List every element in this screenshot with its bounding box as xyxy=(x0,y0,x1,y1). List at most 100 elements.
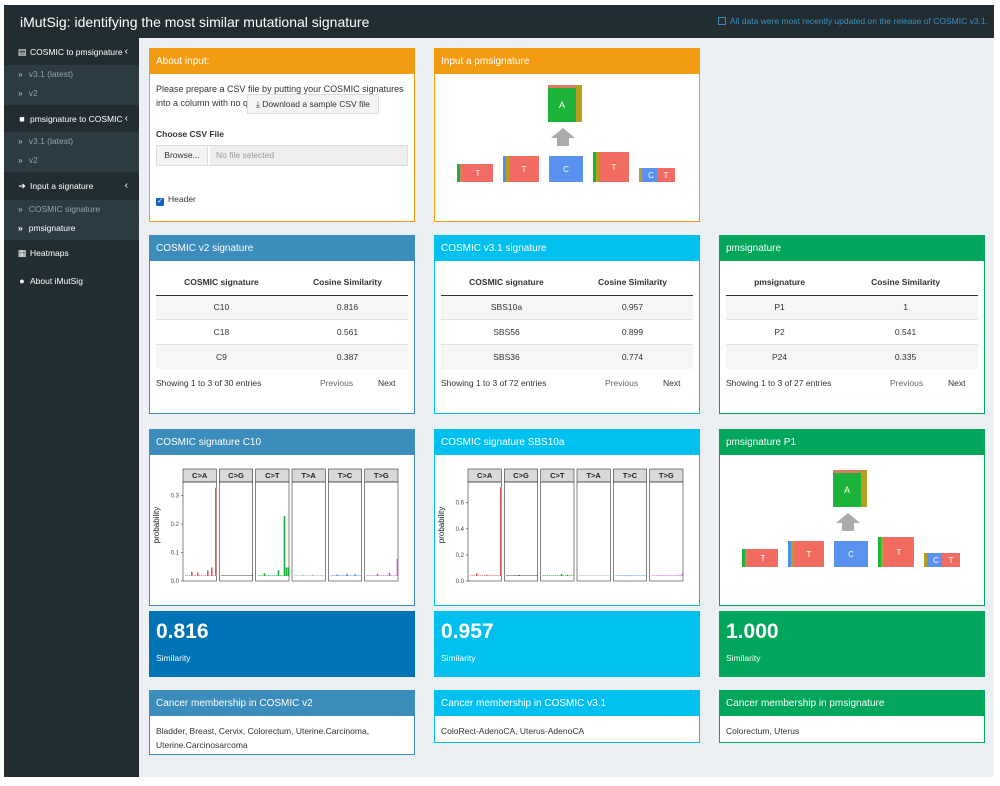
spectrum-bar xyxy=(277,570,280,576)
logo-base-letter: T xyxy=(664,171,669,180)
file-input[interactable]: Browse... No file selected xyxy=(156,145,408,166)
spectrum-bar xyxy=(532,575,534,576)
sidebar-subitem-v2[interactable]: » v2 xyxy=(18,155,38,165)
spectrum-panel: T>C xyxy=(328,468,362,582)
similarity-cell: 0.387 xyxy=(286,343,408,369)
spectrum-panel: T>C xyxy=(613,468,647,582)
sidebar-item-heatmaps[interactable]: ▦ Heatmaps xyxy=(4,242,139,264)
membership-text: Colorectum, Uterus xyxy=(726,726,800,736)
previous-page-button[interactable]: Previous xyxy=(605,378,639,388)
spectrum-bar xyxy=(476,575,478,576)
sidebar-subitem-cosmic-signature[interactable]: » COSMIC signature xyxy=(18,204,101,214)
cube-icon: ■ xyxy=(19,114,25,124)
spectrum-bar xyxy=(572,575,575,576)
similarity-cell: 0.899 xyxy=(571,319,693,344)
table-row[interactable]: C10 0.816 xyxy=(156,294,408,320)
logo-base-side xyxy=(878,537,881,567)
download-sample-button[interactable]: ⤓ Download a sample CSV file xyxy=(247,94,379,114)
spectrum-bar xyxy=(322,575,324,576)
sidebar-subitem-v31[interactable]: » v3.1 (latest) xyxy=(18,136,74,146)
column-header[interactable]: pmsignature xyxy=(726,270,834,296)
logo-base-side xyxy=(788,541,791,567)
chevron-left-icon: ‹ xyxy=(124,180,128,191)
spectrum-bar xyxy=(394,575,397,576)
header-checkbox[interactable]: ✓ Header xyxy=(156,194,196,206)
cosmic-v2-table-box: COSMIC v2 signature COSMIC signature Cosi… xyxy=(149,235,415,414)
signature-cell: P2 xyxy=(726,319,834,344)
spectrum-bar xyxy=(556,575,559,576)
spectrum-bar xyxy=(384,575,387,576)
about-text-content: Please prepare a CSV file by putting you… xyxy=(156,84,404,108)
spectrum-bar xyxy=(342,575,344,576)
logo-base-letter: T xyxy=(612,163,617,172)
spectrum-bar xyxy=(287,567,290,576)
subitem-label: v3.1 (latest) xyxy=(28,69,74,79)
logo-center-top xyxy=(833,470,863,473)
spectrum-bar xyxy=(251,575,253,576)
spectrum-bar xyxy=(324,575,326,576)
column-header[interactable]: Cosine Similarity xyxy=(571,270,693,296)
spectrum-bar xyxy=(605,575,607,576)
column-header[interactable]: COSMIC signature xyxy=(156,270,287,296)
logo-base-letter: C xyxy=(648,171,654,180)
membership-pmsignature-box: Cancer membership in pmsignature Colorec… xyxy=(719,690,985,743)
spectrum-bar xyxy=(655,575,658,576)
spectrum-bar xyxy=(346,575,348,576)
spectrum-bar xyxy=(486,575,488,576)
panel-label: T>A xyxy=(301,471,316,480)
spectrum-bar xyxy=(368,575,371,576)
column-header[interactable]: Cosine Similarity xyxy=(286,270,408,296)
spectrum-bar xyxy=(669,575,672,576)
next-page-button[interactable]: Next xyxy=(663,378,681,388)
table-row[interactable]: P24 0.335 xyxy=(726,343,978,369)
panel-label: C>T xyxy=(550,471,565,480)
sidebar-subitem-v31[interactable]: » v3.1 (latest) xyxy=(18,69,74,79)
spectrum-bar xyxy=(597,575,599,576)
sidebar-item-cosmic-to-pmsignature[interactable]: ▤ COSMIC to pmsignature ‹ xyxy=(4,41,139,63)
sidebar-item-pmsignature-to-cosmic[interactable]: ■ pmsignature to COSMIC ‹ xyxy=(4,108,139,130)
sidebar-subitem-v2[interactable]: » v2 xyxy=(18,88,38,98)
spectrum-bar xyxy=(283,575,286,576)
spectrum-bar xyxy=(486,574,488,576)
browse-button[interactable]: Browse... xyxy=(157,146,208,165)
spectrum-bar xyxy=(227,575,229,576)
box-header: pmsignature P1 xyxy=(720,430,984,455)
sidebar-subitem-pmsignature[interactable]: » pmsignature xyxy=(18,223,76,233)
spectrum-bar xyxy=(195,575,197,576)
logo-base-side xyxy=(791,541,794,567)
box-header: pmsignature xyxy=(720,236,984,261)
spectrum-bar xyxy=(386,575,389,576)
spectrum-bar xyxy=(579,575,581,576)
column-header[interactable]: Cosine Similarity xyxy=(833,270,978,296)
spectrum-bar xyxy=(566,575,569,576)
spectrum-bar xyxy=(679,575,682,576)
logo-base-fill xyxy=(457,164,493,182)
sidebar-item-input-signature[interactable]: ➜ Input a signature ‹ xyxy=(4,175,139,197)
table-header-row: pmsignature Cosine Similarity xyxy=(726,270,978,296)
table-row[interactable]: P1 1 xyxy=(726,294,978,320)
table-row[interactable]: C9 0.387 xyxy=(156,343,408,369)
table-row[interactable]: SBS56 0.899 xyxy=(441,319,693,344)
table-row[interactable]: SBS10a 0.957 xyxy=(441,294,693,320)
previous-page-button[interactable]: Previous xyxy=(320,378,354,388)
info-icon: ● xyxy=(19,276,25,286)
next-page-button[interactable]: Next xyxy=(948,378,966,388)
next-page-button[interactable]: Next xyxy=(378,378,396,388)
table-row[interactable]: SBS36 0.774 xyxy=(441,343,693,369)
logo-base-block: T xyxy=(878,537,914,567)
spectrum-bar xyxy=(562,575,565,576)
previous-page-button[interactable]: Previous xyxy=(890,378,924,388)
table-row[interactable]: C18 0.561 xyxy=(156,319,408,344)
spectrum-bar xyxy=(564,575,567,576)
spectrum-bar xyxy=(506,575,508,576)
column-header[interactable]: COSMIC signature xyxy=(441,270,572,296)
spectrum-bar xyxy=(376,573,379,576)
spectrum-bar xyxy=(348,575,350,576)
table-row[interactable]: P2 0.541 xyxy=(726,319,978,344)
up-arrow-icon xyxy=(551,128,575,146)
spectrum-bar xyxy=(366,575,369,576)
pmsignature-p1-plot-box: pmsignature P1 A T T C T C T xyxy=(719,429,985,606)
panel-frame xyxy=(540,481,575,582)
sidebar-item-about[interactable]: ● About iMutSig xyxy=(4,270,139,292)
spectrum-bar xyxy=(623,575,625,576)
